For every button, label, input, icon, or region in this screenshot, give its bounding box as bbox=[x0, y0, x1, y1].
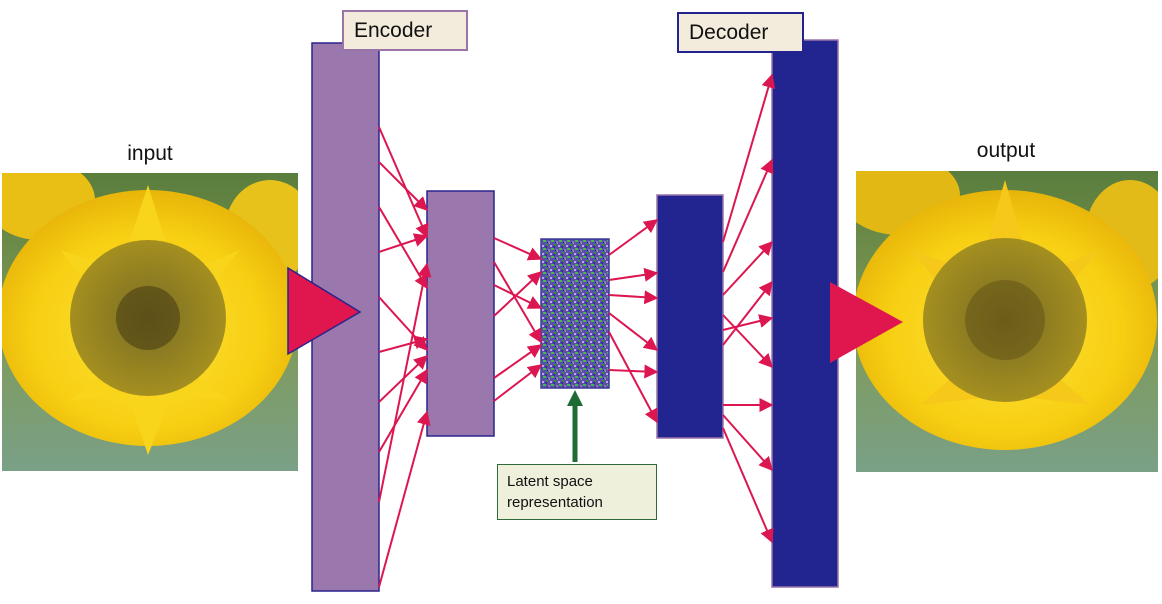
decoder-layer-1 bbox=[656, 194, 724, 439]
latent-space-note: Latent space representation bbox=[497, 464, 657, 520]
output-play-icon bbox=[830, 282, 903, 363]
encoder-layer-2 bbox=[426, 190, 495, 437]
output-label: output bbox=[976, 139, 1036, 162]
latent-note-line-1: Latent space bbox=[507, 473, 593, 490]
decoder-connections bbox=[722, 73, 776, 544]
input-image bbox=[2, 173, 298, 471]
latent-out-connections bbox=[608, 219, 659, 424]
latent-in-connections bbox=[493, 237, 543, 402]
encoder-connections bbox=[378, 126, 432, 588]
output-image bbox=[856, 171, 1158, 472]
decoder-layer-2 bbox=[771, 39, 839, 588]
decoder-title: Decoder bbox=[677, 12, 804, 53]
input-play-icon bbox=[287, 266, 362, 356]
latent-note-line-2: representation bbox=[507, 494, 603, 511]
latent-tile bbox=[540, 238, 610, 389]
input-label: input bbox=[127, 142, 173, 165]
encoder-title: Encoder bbox=[342, 10, 468, 51]
